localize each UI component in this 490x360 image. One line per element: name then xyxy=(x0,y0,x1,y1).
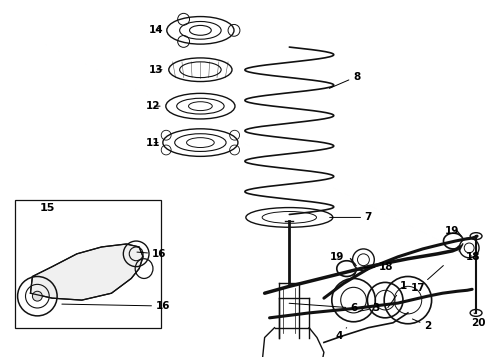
Text: 12: 12 xyxy=(146,101,160,111)
Text: 19: 19 xyxy=(445,226,460,236)
Text: 9: 9 xyxy=(0,359,1,360)
Text: 2: 2 xyxy=(413,319,431,331)
Text: 17: 17 xyxy=(411,266,443,293)
Text: 4: 4 xyxy=(335,328,346,341)
Text: 15: 15 xyxy=(40,203,55,212)
Text: 3: 3 xyxy=(358,303,380,313)
Text: 16: 16 xyxy=(62,301,170,311)
Text: 18: 18 xyxy=(466,252,480,262)
Polygon shape xyxy=(30,244,143,300)
Text: 5: 5 xyxy=(0,359,1,360)
Bar xyxy=(15,200,161,328)
Text: 18: 18 xyxy=(364,262,393,272)
Text: 7: 7 xyxy=(330,212,372,222)
Text: 11: 11 xyxy=(146,138,160,148)
Text: 13: 13 xyxy=(148,65,163,75)
Text: 8: 8 xyxy=(329,72,360,88)
Text: 20: 20 xyxy=(471,313,485,328)
Circle shape xyxy=(32,291,42,301)
Text: 6: 6 xyxy=(289,303,357,313)
Text: 10: 10 xyxy=(0,359,1,360)
Text: 19: 19 xyxy=(330,252,344,262)
Text: 14: 14 xyxy=(148,25,163,35)
Text: 1: 1 xyxy=(388,281,407,308)
Text: 16: 16 xyxy=(137,249,166,259)
